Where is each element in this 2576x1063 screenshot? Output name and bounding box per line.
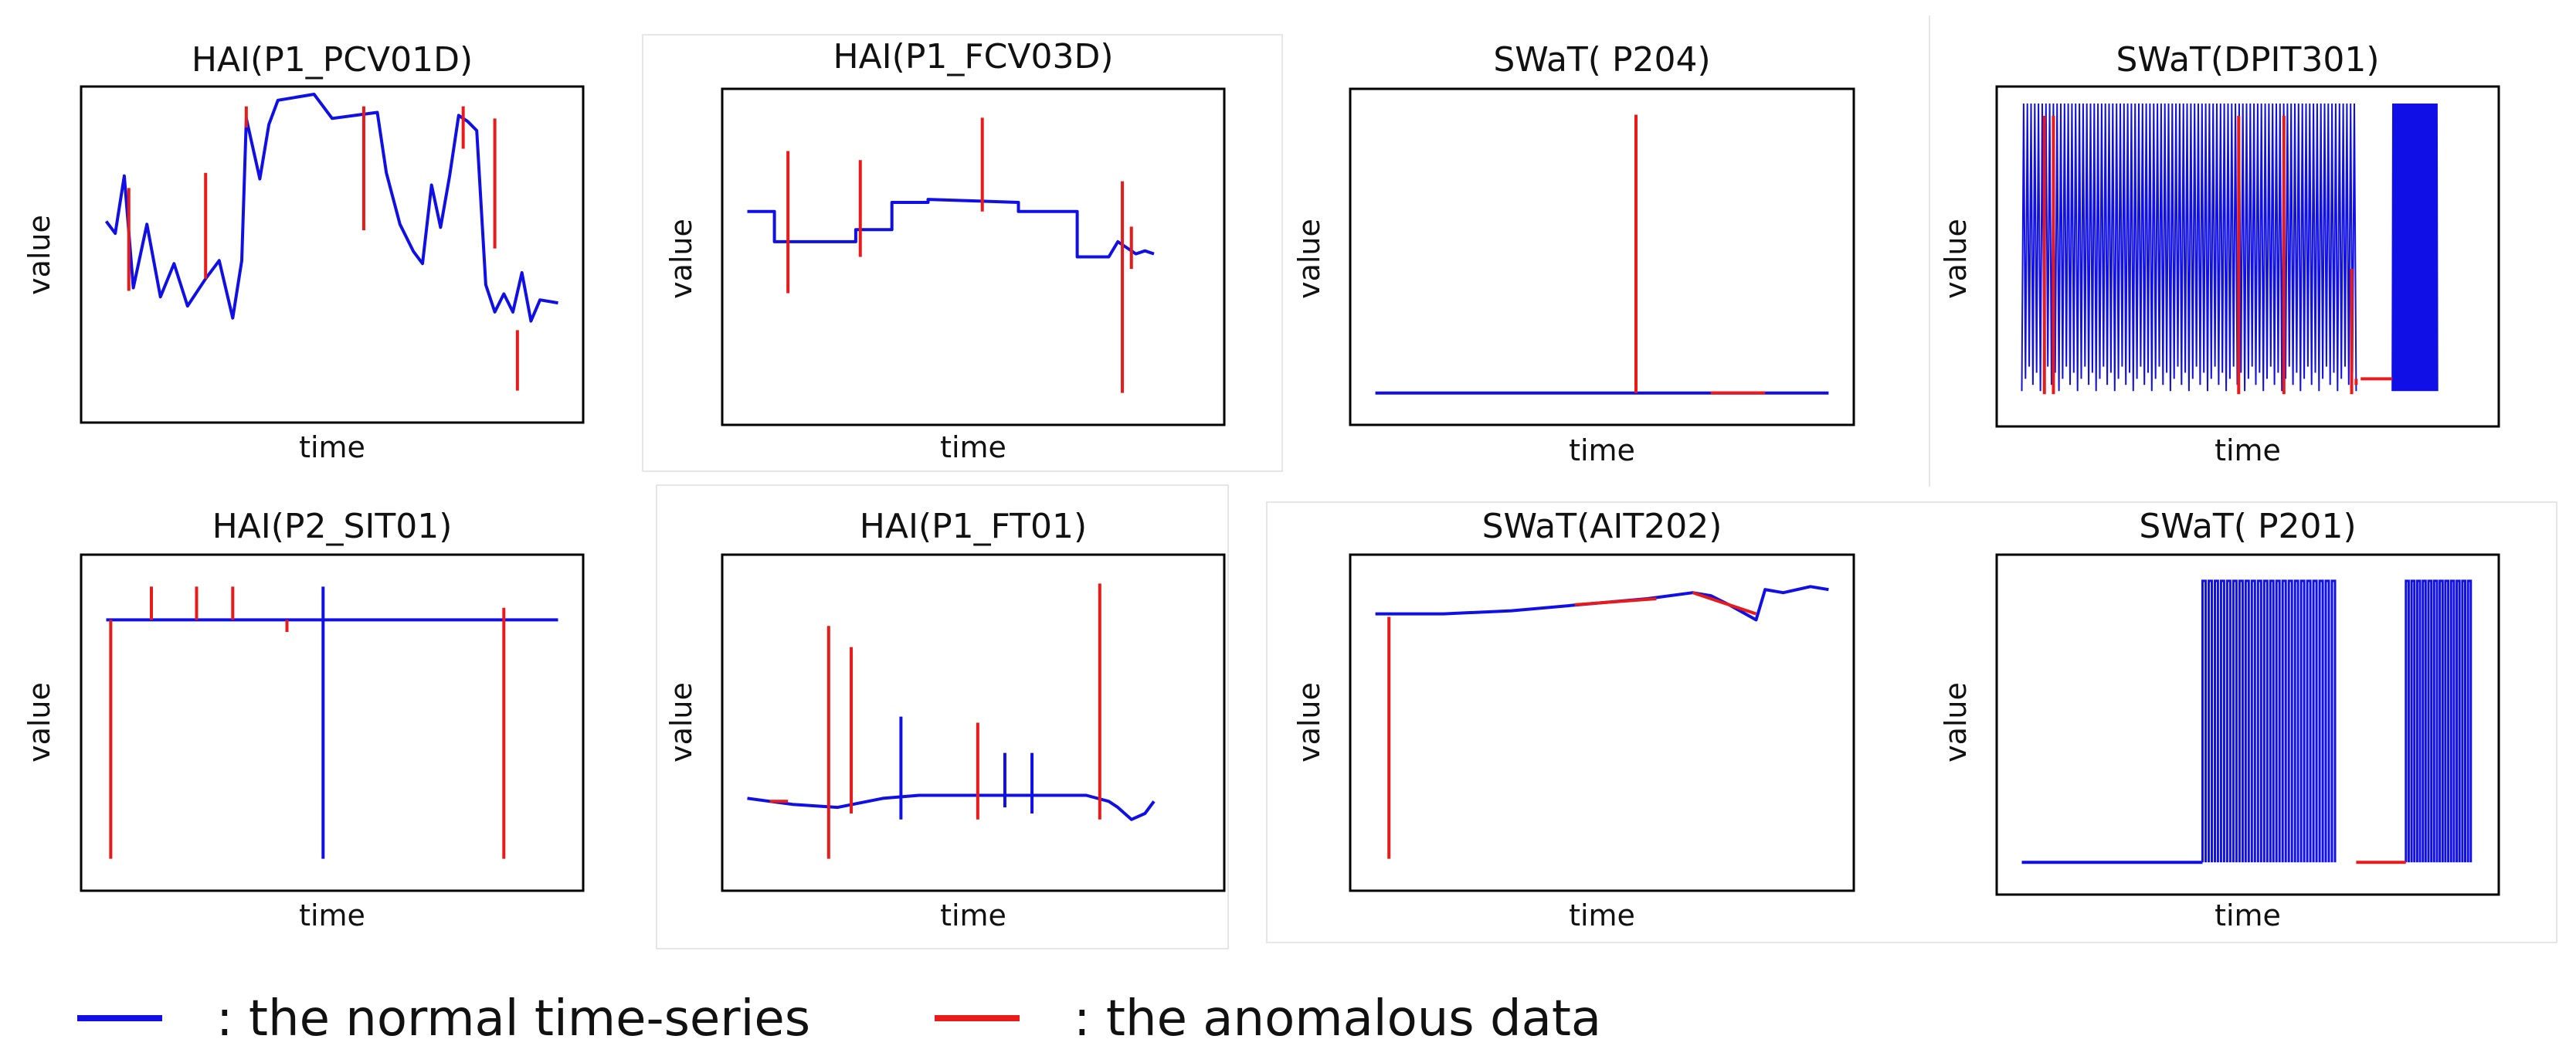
x-axis-label: time (1569, 898, 1635, 932)
plot-area (721, 553, 1226, 892)
plot-marks (104, 93, 558, 391)
legend-normal-label: : the normal time-series (216, 990, 810, 1048)
panel-frame-6 (656, 484, 1229, 949)
chart-title: SWaT( P204) (1493, 40, 1710, 80)
plot-area (1349, 553, 1855, 892)
legend: : the normal time-series : the anomalous… (77, 990, 1601, 1048)
chart-1: HAI(P1_PCV01D)time value (22, 40, 585, 464)
chart-7: SWaT(AIT202) time value (1292, 507, 1855, 932)
x-axis-label: time (2215, 433, 2281, 467)
x-axis-label: time (299, 898, 365, 932)
y-axis-label: value (664, 219, 698, 299)
series-normal-band (2021, 103, 2357, 392)
series-anomaly-segment (1574, 596, 1657, 606)
y-axis-label: value (1292, 219, 1326, 299)
x-axis-label: time (2215, 898, 2281, 932)
chart-4: SWaT(DPIT301) time value (1939, 40, 2500, 467)
series-normal-line (1375, 585, 1829, 622)
plot-marks (2021, 103, 2439, 395)
plot-area (1349, 87, 1855, 426)
y-axis-label: value (22, 682, 56, 762)
plot-marks (2021, 579, 2472, 864)
series-normal-line (104, 93, 558, 323)
x-axis-label: time (940, 430, 1006, 464)
x-axis-label: time (299, 430, 365, 464)
y-axis-label: value (664, 682, 698, 762)
x-axis-label: time (1569, 433, 1635, 467)
chart-title: HAI(P1_FCV03D) (833, 37, 1113, 76)
series-normal-line (747, 793, 1156, 821)
series-normal-pulses (2201, 579, 2337, 863)
y-axis-label: value (1939, 682, 1973, 762)
charts: HAI(P1_PCV01D)timevalueHAI(P1_FCV03D)tim… (22, 37, 2500, 932)
legend-anomaly-label: : the anomalous data (1074, 990, 1601, 1048)
plot-area (721, 87, 1226, 426)
series-normal-line (747, 198, 1155, 259)
chart-title: SWaT(AIT202) (1482, 507, 1722, 546)
panel-frame-2 (642, 34, 1283, 472)
chart-title: SWaT(DPIT301) (2116, 40, 2379, 80)
plot-area (80, 553, 585, 892)
plot-marks (1375, 585, 1829, 859)
series-anomaly-segment (1692, 591, 1757, 616)
plot-marks (1375, 114, 1829, 395)
series-normal-band-2 (2391, 103, 2439, 392)
chart-5: HAI(P2_SIT01)time value (22, 507, 585, 932)
chart-3: SWaT( P204) time value (1292, 40, 1855, 467)
chart-title: HAI(P1_FT01) (860, 507, 1087, 546)
plot-area (80, 85, 585, 424)
x-axis-label: time (940, 898, 1006, 932)
y-axis-label: value (1939, 219, 1973, 299)
y-axis-label: value (22, 215, 56, 295)
chart-title: SWaT( P201) (2139, 507, 2356, 546)
chart-8: SWaT( P201) time value (1939, 507, 2500, 932)
plot-marks (106, 586, 558, 859)
chart-2: HAI(P1_FCV03D)time value (664, 37, 1226, 464)
series-normal-pulses-2 (2405, 579, 2472, 863)
chart-title: HAI(P1_PCV01D) (192, 40, 473, 80)
plot-marks (747, 583, 1156, 859)
chart-6: HAI(P1_FT01)time value (664, 507, 1226, 932)
plot-marks (747, 117, 1155, 393)
panel-frame-7-8 (1266, 501, 2557, 943)
y-axis-label: value (1292, 682, 1326, 762)
chart-title: HAI(P2_SIT01) (212, 507, 453, 546)
